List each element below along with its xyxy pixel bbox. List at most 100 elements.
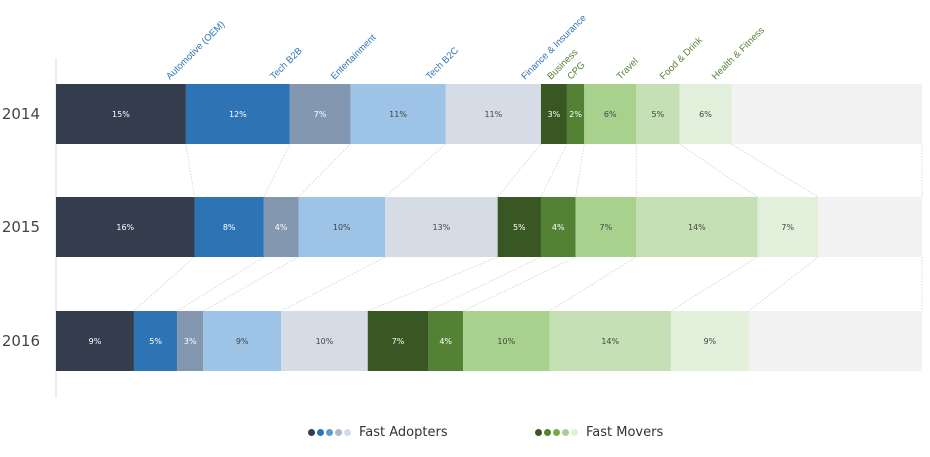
bar-segment <box>133 311 178 371</box>
bar-segment <box>385 197 498 257</box>
year-label: 2014 <box>2 105 40 123</box>
data-label: 9% <box>236 337 249 346</box>
data-label: 3% <box>548 110 561 119</box>
category-label: Food & Drink <box>658 35 705 82</box>
data-label: 10% <box>316 337 334 346</box>
data-label: 5% <box>149 337 162 346</box>
bar-segment <box>263 197 299 257</box>
bar-segment <box>445 84 541 144</box>
data-label: 10% <box>497 337 515 346</box>
legend-dots-icon <box>535 429 580 436</box>
legend-label: Fast Adopters <box>359 425 448 440</box>
year-labels: 2014 2015 2016 <box>2 105 40 350</box>
data-label: 11% <box>484 110 502 119</box>
bar-segment <box>679 84 732 144</box>
data-label: 4% <box>439 337 452 346</box>
legend-dot <box>571 429 578 436</box>
connector-line <box>462 256 576 312</box>
connector-line <box>280 256 386 312</box>
bar-segment <box>203 311 282 371</box>
legend-dot <box>562 429 569 436</box>
legend-dot <box>308 429 315 436</box>
data-label: 16% <box>116 223 134 232</box>
data-label: 3% <box>184 337 197 346</box>
bar-segment <box>463 311 550 371</box>
connector-line <box>497 143 542 198</box>
legend-dot <box>535 429 542 436</box>
connector-lines <box>133 143 923 312</box>
category-label: Automotive (OEM) <box>164 19 227 82</box>
legend-dot <box>553 429 560 436</box>
bar-segment <box>298 197 386 257</box>
data-label: 6% <box>604 110 617 119</box>
legend-dot <box>544 429 551 436</box>
connector-line <box>748 256 819 312</box>
bar-segment <box>670 311 749 371</box>
data-label: 5% <box>513 223 526 232</box>
connector-line <box>428 256 542 312</box>
bar-segment <box>757 197 819 257</box>
connector-line <box>298 143 351 198</box>
year-label: 2015 <box>2 218 40 236</box>
data-label: 9% <box>89 337 102 346</box>
bar-segment <box>56 84 186 144</box>
category-label: Tech B2B <box>268 46 305 83</box>
data-label: 9% <box>703 337 716 346</box>
data-label: 7% <box>600 223 613 232</box>
legend-fast-adopters: Fast Adopters <box>308 425 448 440</box>
data-label: 7% <box>781 223 794 232</box>
data-label: 4% <box>552 223 565 232</box>
bar-segment <box>540 197 576 257</box>
connector-line <box>263 143 291 198</box>
data-label: 14% <box>601 337 619 346</box>
data-label: 8% <box>223 223 236 232</box>
legend-label: Fast Movers <box>586 425 664 440</box>
data-label: 10% <box>333 223 351 232</box>
category-label: Health & Fitness <box>710 25 767 82</box>
legend-dot <box>317 429 324 436</box>
bar-segment <box>194 197 264 257</box>
bar-segment <box>636 84 680 144</box>
legend-dot <box>335 429 342 436</box>
bar-segment <box>185 84 290 144</box>
connector-line <box>670 256 758 312</box>
data-label: 6% <box>699 110 712 119</box>
bar-segment <box>636 197 758 257</box>
bar-segment <box>428 311 464 371</box>
category-label: Tech B2C <box>424 45 461 82</box>
bar-segment <box>177 311 204 371</box>
bar-segment <box>281 311 368 371</box>
bar-segment <box>566 84 585 144</box>
legend-fast-movers: Fast Movers <box>535 425 663 440</box>
connector-line <box>185 143 195 198</box>
bar-segment <box>575 197 637 257</box>
category-label: Travel <box>615 56 641 82</box>
legend-dots-icon <box>308 429 353 436</box>
data-label: 5% <box>652 110 665 119</box>
connector-line <box>540 143 568 198</box>
bar-segment <box>584 84 637 144</box>
bar-segment <box>56 311 134 371</box>
data-label: 7% <box>392 337 405 346</box>
data-label: 15% <box>112 110 130 119</box>
connector-line <box>384 143 446 198</box>
category-label: Entertainment <box>329 32 379 82</box>
connector-line <box>203 256 299 312</box>
data-label: 7% <box>314 110 327 119</box>
data-label: 14% <box>688 223 706 232</box>
data-label: 13% <box>432 223 450 232</box>
legend-dot <box>326 429 333 436</box>
data-label: 11% <box>389 110 407 119</box>
bar-segment <box>540 84 567 144</box>
connector-line <box>133 256 195 312</box>
year-label: 2016 <box>2 332 40 350</box>
data-label: 2% <box>569 110 582 119</box>
connector-line <box>575 143 585 198</box>
legend-dot <box>344 429 351 436</box>
bars: 15% 12% 7% 11% 11% 3% 2% 6% 5% 6% 16% 8% 4% 10% 13% 5% 4… <box>56 84 922 371</box>
category-labels: Automotive (OEM) Tech B2B Entertainment Tec… <box>164 13 767 82</box>
connector-line <box>679 143 758 198</box>
data-label: 12% <box>229 110 247 119</box>
bar-segment <box>289 84 351 144</box>
